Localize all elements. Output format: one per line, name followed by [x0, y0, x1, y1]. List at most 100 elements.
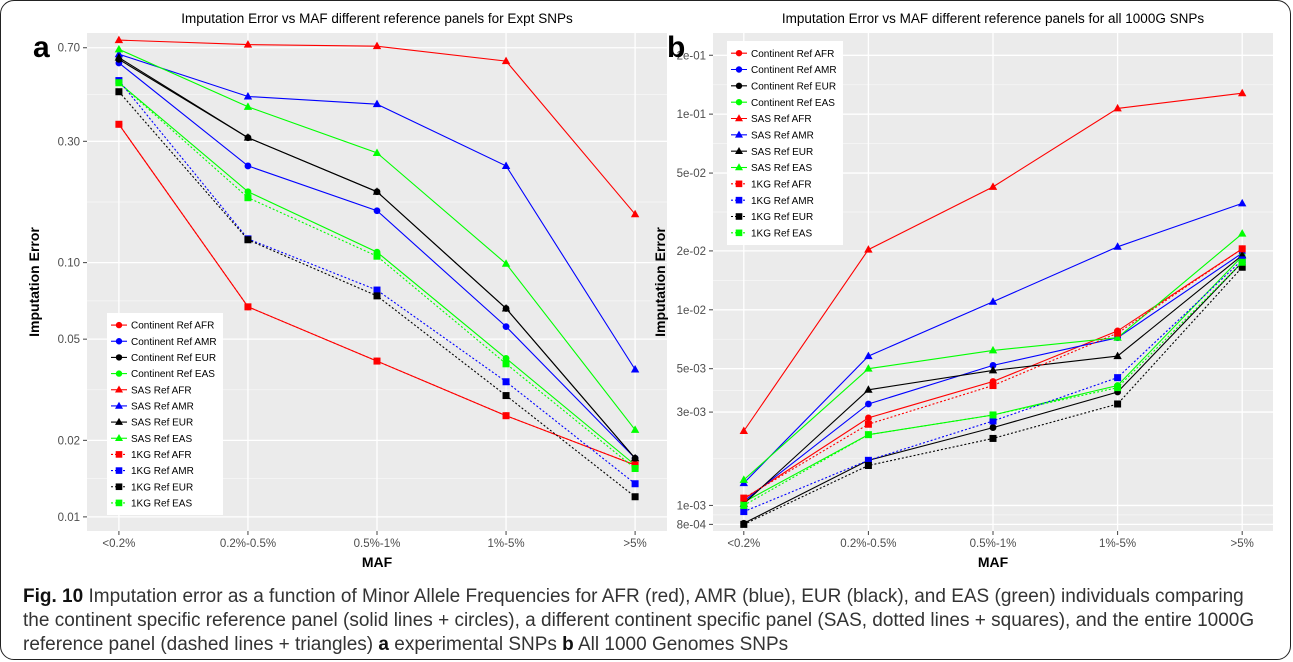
y-tick-label: 5e-02 [677, 168, 706, 180]
series-1kg-ref-eas [740, 258, 1246, 509]
legend-marker [115, 354, 123, 361]
legend-label: SAS Ref EUR [131, 418, 193, 429]
legend-label: Continent Ref AFR [751, 49, 834, 60]
legend-label: SAS Ref AMR [131, 402, 194, 413]
legend-item: 1KG Ref AMR [111, 466, 194, 477]
legend-marker [115, 321, 123, 329]
legend-label: 1KG Ref AFR [751, 179, 812, 190]
figure-caption: Fig. 10 Imputation error as a function o… [23, 585, 1268, 657]
legend-marker [735, 66, 743, 73]
series-line [118, 82, 636, 469]
legend-marker [735, 163, 743, 171]
legend-item: 1KG Ref EUR [731, 212, 813, 223]
legend-label: SAS Ref AFR [131, 385, 192, 396]
data-point [630, 209, 640, 218]
data-point [631, 461, 639, 469]
data-point [502, 412, 510, 420]
y-tick-label: 5e-03 [677, 364, 706, 376]
legend: Continent Ref AFR Continent Ref AMR Contin… [727, 41, 843, 245]
series-line [118, 80, 636, 485]
x-axis-label: MAF [362, 554, 393, 570]
data-point [501, 304, 511, 312]
legend: Continent Ref AFR Continent Ref AMR Contin… [107, 313, 223, 515]
legend-item: 1KG Ref AFR [731, 179, 812, 190]
data-point [244, 303, 252, 311]
data-point [740, 508, 748, 516]
caption-fig-label: Fig. 10 [23, 586, 84, 607]
data-point [243, 133, 253, 141]
data-point [115, 79, 123, 87]
data-point [114, 53, 124, 61]
data-point [244, 236, 252, 244]
legend-label: Continent Ref EUR [131, 353, 216, 364]
legend-item: Continent Ref AMR [111, 337, 217, 348]
data-point [502, 323, 510, 331]
legend-marker [115, 499, 123, 507]
legend-label: Continent Ref EAS [751, 98, 835, 109]
data-point [501, 56, 511, 65]
data-point [739, 426, 748, 435]
y-tick-label: 0.10 [58, 258, 80, 270]
legend-marker [735, 49, 743, 57]
legend-label: 1KG Ref EAS [131, 499, 192, 510]
legend-marker [735, 114, 743, 122]
data-point [740, 494, 748, 502]
legend-marker [735, 196, 743, 204]
legend-item: SAS Ref AMR [111, 402, 194, 413]
legend-marker [735, 82, 743, 90]
data-point [244, 194, 252, 202]
y-tick-label: 0.01 [58, 512, 80, 524]
legend-item: 1KG Ref EAS [731, 228, 812, 239]
data-point [864, 385, 873, 393]
data-point [115, 88, 123, 96]
data-point [1238, 229, 1247, 237]
legend-marker [115, 401, 123, 409]
y-tick-label: 0.02 [58, 435, 80, 447]
data-point [630, 425, 640, 433]
series-1kg-ref-afr [740, 245, 1246, 502]
legend-item: SAS Ref AMR [731, 130, 814, 141]
y-tick-label: 1e-01 [677, 109, 706, 121]
legend-marker [115, 483, 123, 491]
data-point [1114, 329, 1122, 337]
legend-background [107, 313, 223, 515]
data-point [864, 431, 872, 439]
series-sas-ref-eur [114, 53, 640, 462]
series-1kg-ref-afr [115, 120, 639, 469]
x-tick-label: 1%-5% [1099, 538, 1136, 550]
chart-title: Imputation Error vs MAF different refere… [181, 11, 573, 26]
caption-label-b: b [562, 634, 574, 655]
series-line [118, 123, 636, 466]
data-point [1113, 351, 1122, 360]
legend-marker [115, 417, 123, 425]
data-point [631, 480, 639, 488]
data-point [864, 351, 873, 360]
data-point [631, 464, 639, 472]
data-point [989, 424, 997, 431]
legend-item: Continent Ref AMR [731, 65, 837, 76]
legend-label: Continent Ref AMR [751, 65, 837, 76]
y-axis-label: Imputation Error [26, 227, 42, 337]
legend-label: 1KG Ref EAS [751, 228, 812, 239]
legend-item: SAS Ref EAS [731, 163, 812, 174]
data-point [989, 434, 997, 442]
x-axis-label: MAF [978, 554, 1009, 570]
x-tick-label: <0.2% [102, 538, 135, 550]
series-sas-ref-afr [114, 35, 640, 218]
data-point [244, 188, 252, 196]
legend-item: 1KG Ref EUR [111, 482, 193, 493]
data-point [989, 411, 997, 419]
data-point [373, 286, 381, 294]
data-point [502, 392, 510, 400]
legend-item: 1KG Ref AMR [731, 196, 814, 207]
data-point [988, 297, 998, 305]
y-tick-label: 2e-01 [677, 50, 706, 62]
legend-item: SAS Ref EUR [731, 147, 813, 158]
data-point [501, 161, 511, 169]
data-point [865, 414, 872, 422]
caption-text-b: All 1000 Genomes SNPs [573, 634, 789, 655]
caption-text: Imputation error as a function of Minor … [23, 586, 1255, 655]
chart-panel-b: 8e-04 1e-03 3e-03 5e-03 1e-02 2e-02 5e-02 1e-01… [652, 11, 1273, 570]
data-point [114, 44, 124, 53]
data-point [740, 501, 748, 509]
